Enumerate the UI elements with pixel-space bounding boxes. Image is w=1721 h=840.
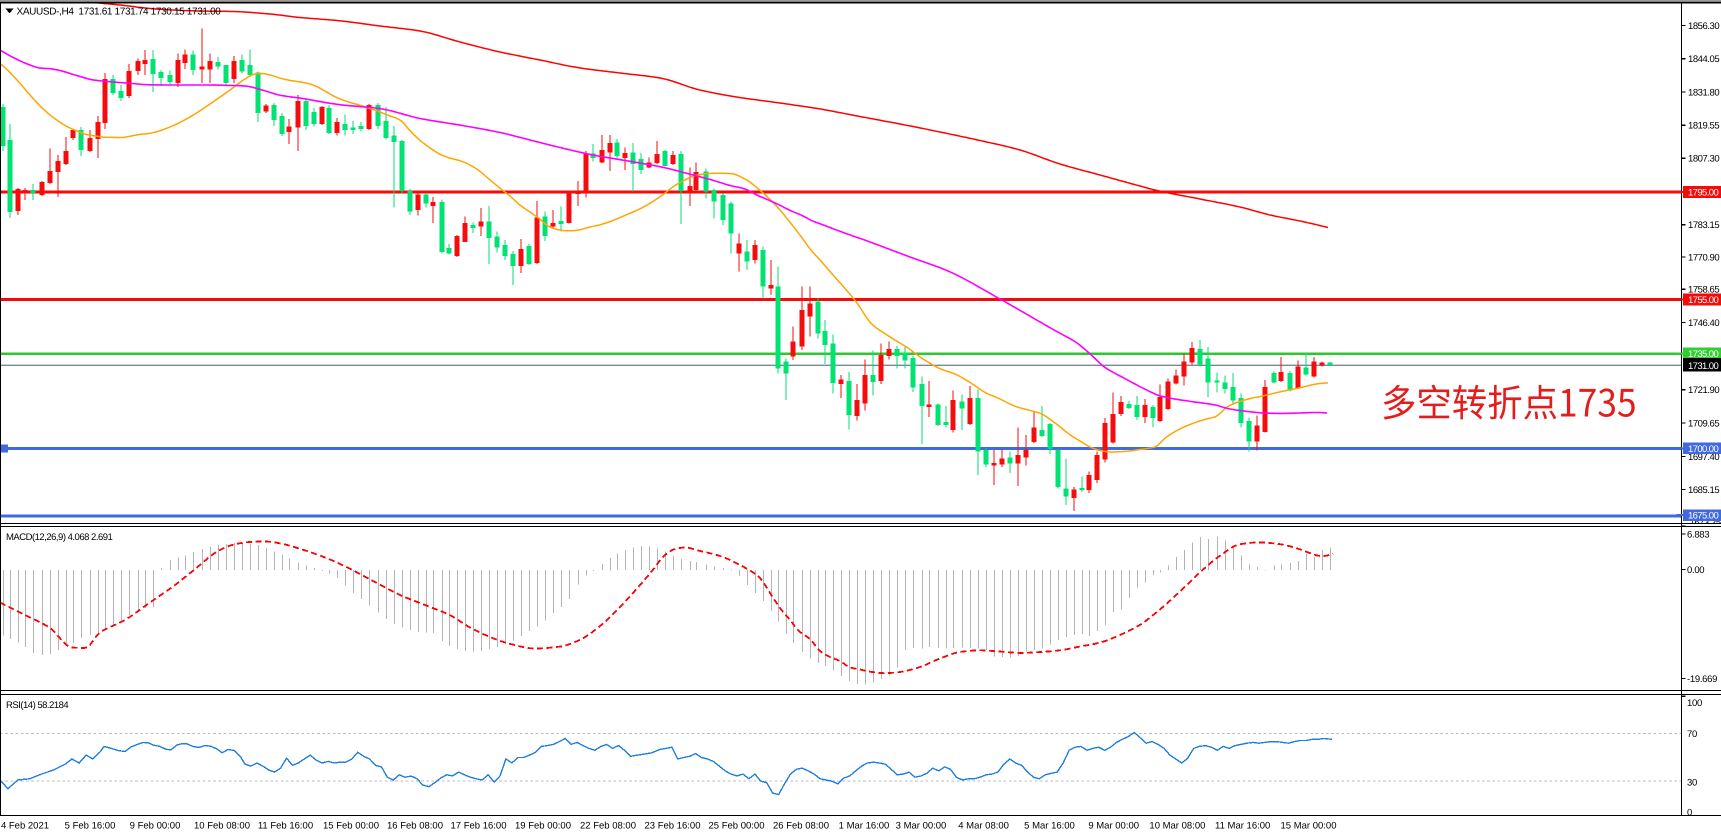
svg-text:1697.40: 1697.40 bbox=[1688, 452, 1719, 463]
svg-text:1783.15: 1783.15 bbox=[1688, 220, 1719, 231]
svg-text:1758.65: 1758.65 bbox=[1688, 285, 1719, 296]
svg-text:5 Mar 16:00: 5 Mar 16:00 bbox=[1024, 821, 1075, 832]
svg-text:1700.00: 1700.00 bbox=[1688, 444, 1718, 455]
svg-text:25 Feb 00:00: 25 Feb 00:00 bbox=[709, 821, 765, 832]
svg-text:11 Mar 16:00: 11 Mar 16:00 bbox=[1215, 821, 1270, 832]
svg-text:10 Mar 08:00: 10 Mar 08:00 bbox=[1149, 821, 1205, 832]
svg-text:22 Feb 08:00: 22 Feb 08:00 bbox=[580, 821, 636, 832]
svg-text:1685.15: 1685.15 bbox=[1688, 485, 1719, 496]
svg-text:1831.80: 1831.80 bbox=[1688, 87, 1719, 98]
svg-text:RSI(14) 58.2184: RSI(14) 58.2184 bbox=[6, 700, 68, 711]
svg-text:1 Mar 16:00: 1 Mar 16:00 bbox=[839, 821, 890, 832]
svg-text:MACD(12,26,9) 4.068 2.691: MACD(12,26,9) 4.068 2.691 bbox=[6, 532, 113, 543]
svg-text:100: 100 bbox=[1687, 698, 1702, 709]
svg-text:1770.90: 1770.90 bbox=[1688, 252, 1719, 263]
svg-text:11 Feb 16:00: 11 Feb 16:00 bbox=[258, 821, 313, 832]
svg-text:15 Feb 00:00: 15 Feb 00:00 bbox=[323, 821, 379, 832]
svg-text:4 Mar 08:00: 4 Mar 08:00 bbox=[958, 821, 1009, 832]
svg-text:1856.30: 1856.30 bbox=[1688, 21, 1719, 32]
svg-text:1755.00: 1755.00 bbox=[1688, 295, 1718, 306]
svg-text:3 Mar 00:00: 3 Mar 00:00 bbox=[896, 821, 947, 832]
svg-text:0.00: 0.00 bbox=[1687, 565, 1704, 576]
svg-text:6.883: 6.883 bbox=[1687, 529, 1709, 540]
svg-text:1731.00: 1731.00 bbox=[1688, 361, 1718, 372]
svg-text:23 Feb 16:00: 23 Feb 16:00 bbox=[645, 821, 701, 832]
svg-text:0: 0 bbox=[1687, 808, 1692, 819]
svg-text:1675.00: 1675.00 bbox=[1688, 511, 1718, 522]
svg-text:1819.55: 1819.55 bbox=[1688, 121, 1719, 132]
svg-text:-19.669: -19.669 bbox=[1687, 674, 1717, 685]
svg-text:70: 70 bbox=[1687, 729, 1697, 740]
svg-text:5 Feb 16:00: 5 Feb 16:00 bbox=[65, 821, 116, 832]
svg-text:15 Mar 00:00: 15 Mar 00:00 bbox=[1281, 821, 1337, 832]
svg-text:1709.65: 1709.65 bbox=[1688, 418, 1719, 429]
svg-text:1795.00: 1795.00 bbox=[1688, 187, 1718, 198]
svg-text:16 Feb 08:00: 16 Feb 08:00 bbox=[387, 821, 443, 832]
svg-text:XAUUSD-,H4 1731.61 1731.74 17: XAUUSD-,H4 1731.61 1731.74 1730.15 1731.… bbox=[17, 7, 222, 18]
svg-text:17 Feb 16:00: 17 Feb 16:00 bbox=[451, 821, 507, 832]
svg-text:1735.00: 1735.00 bbox=[1688, 349, 1718, 360]
svg-text:30: 30 bbox=[1687, 778, 1697, 789]
svg-text:26 Feb 08:00: 26 Feb 08:00 bbox=[773, 821, 829, 832]
svg-text:1746.40: 1746.40 bbox=[1688, 318, 1719, 329]
svg-text:10 Feb 08:00: 10 Feb 08:00 bbox=[194, 821, 250, 832]
svg-text:1721.90: 1721.90 bbox=[1688, 385, 1719, 396]
svg-text:19 Feb 00:00: 19 Feb 00:00 bbox=[515, 821, 571, 832]
svg-text:9 Mar 00:00: 9 Mar 00:00 bbox=[1088, 821, 1139, 832]
svg-text:9 Feb 00:00: 9 Feb 00:00 bbox=[130, 821, 181, 832]
svg-text:4 Feb 2021: 4 Feb 2021 bbox=[1, 821, 49, 832]
svg-text:1844.05: 1844.05 bbox=[1688, 54, 1719, 65]
svg-text:1807.30: 1807.30 bbox=[1688, 154, 1719, 165]
